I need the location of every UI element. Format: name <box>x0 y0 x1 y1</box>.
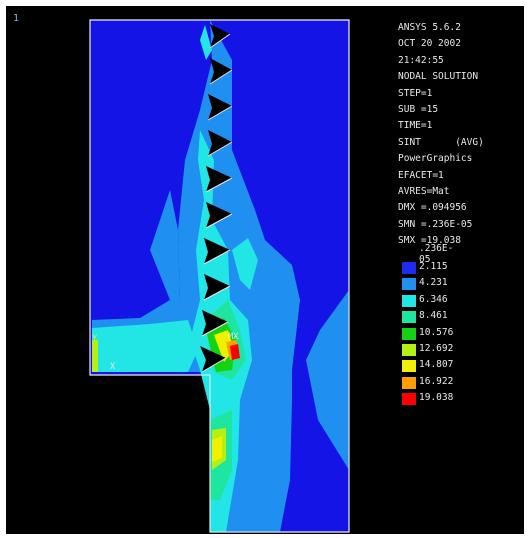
solution-info-panel: ANSYS 5.6.2 OCT 20 2002 21:42:55 NODAL SOLU… <box>398 20 484 249</box>
thread-tooth-highlights <box>201 33 233 373</box>
legend-value: 4.231 <box>419 277 448 289</box>
thread-teeth <box>200 24 232 372</box>
legend-value: 6.346 <box>419 293 448 305</box>
axis-y-label: Y <box>92 334 98 344</box>
legend-entry: 2.115 <box>398 260 518 276</box>
max-stress-marker: MX <box>228 332 239 342</box>
legend-swatch <box>402 360 416 373</box>
info-line: SUB =15 <box>398 103 439 115</box>
contour-region-yellow-lower <box>212 436 222 462</box>
legend-value: 14.807 <box>419 359 454 371</box>
legend-value: 12.692 <box>419 343 454 354</box>
legend-swatch <box>402 376 416 389</box>
axis-x-label: X <box>110 362 116 372</box>
legend-swatch <box>402 311 416 324</box>
info-line: 21:42:55 <box>398 54 444 66</box>
info-line: ANSYS 5.6.2 <box>398 22 461 33</box>
info-line: AVRES=Mat <box>398 185 450 197</box>
info-line: EFACET=1 <box>398 169 444 181</box>
contour-region-red-max <box>230 344 240 360</box>
info-line: SINT (AVG) <box>398 136 484 148</box>
legend-entry: 14.807 <box>398 358 518 374</box>
legend-swatch <box>402 344 416 356</box>
legend-entry: 8.461 <box>398 309 518 325</box>
info-line: STEP=1 <box>398 87 433 99</box>
legend-min-label: .236E-05 <box>419 243 454 265</box>
info-line: NODAL SOLUTION <box>398 71 479 83</box>
legend-value: 10.576 <box>419 326 454 338</box>
legend-value: 19.038 <box>419 392 454 404</box>
legend-entry: 4.231 <box>398 276 518 292</box>
legend-value: 8.461 <box>419 310 448 322</box>
legend-swatch <box>402 278 416 291</box>
legend-value: 2.115 <box>419 261 448 272</box>
contour-region-corner-lime <box>92 340 98 372</box>
legend-entry: 6.346 <box>398 293 518 309</box>
contour-region-cyan-3 <box>232 238 258 290</box>
contour-region-light-blue-main <box>92 20 300 532</box>
legend-entry: 16.922 <box>398 375 518 391</box>
info-line: TIME=1 <box>398 120 433 132</box>
contour-region-cyan-2 <box>92 320 198 372</box>
info-line: OCT 20 2002 <box>398 38 461 50</box>
legend-value: 16.922 <box>419 375 454 387</box>
legend-swatch <box>402 262 416 274</box>
info-line: SMX =19.038 <box>398 235 461 247</box>
legend-swatch <box>402 327 416 340</box>
legend-entry: 12.692 <box>398 342 518 358</box>
contour-region-cyan-4 <box>200 25 212 60</box>
info-line: SMN =.236E-05 <box>398 218 473 230</box>
legend-entry: 10.576 <box>398 326 518 342</box>
legend-entry: 19.038 <box>398 391 518 407</box>
info-line: DMX =.094956 <box>398 202 467 214</box>
contour-region-right-lobe <box>306 290 349 470</box>
info-line: PowerGraphics <box>398 153 473 165</box>
legend-swatch <box>402 393 416 406</box>
viewport-number: 1 <box>13 13 20 24</box>
legend-swatch <box>402 294 416 307</box>
